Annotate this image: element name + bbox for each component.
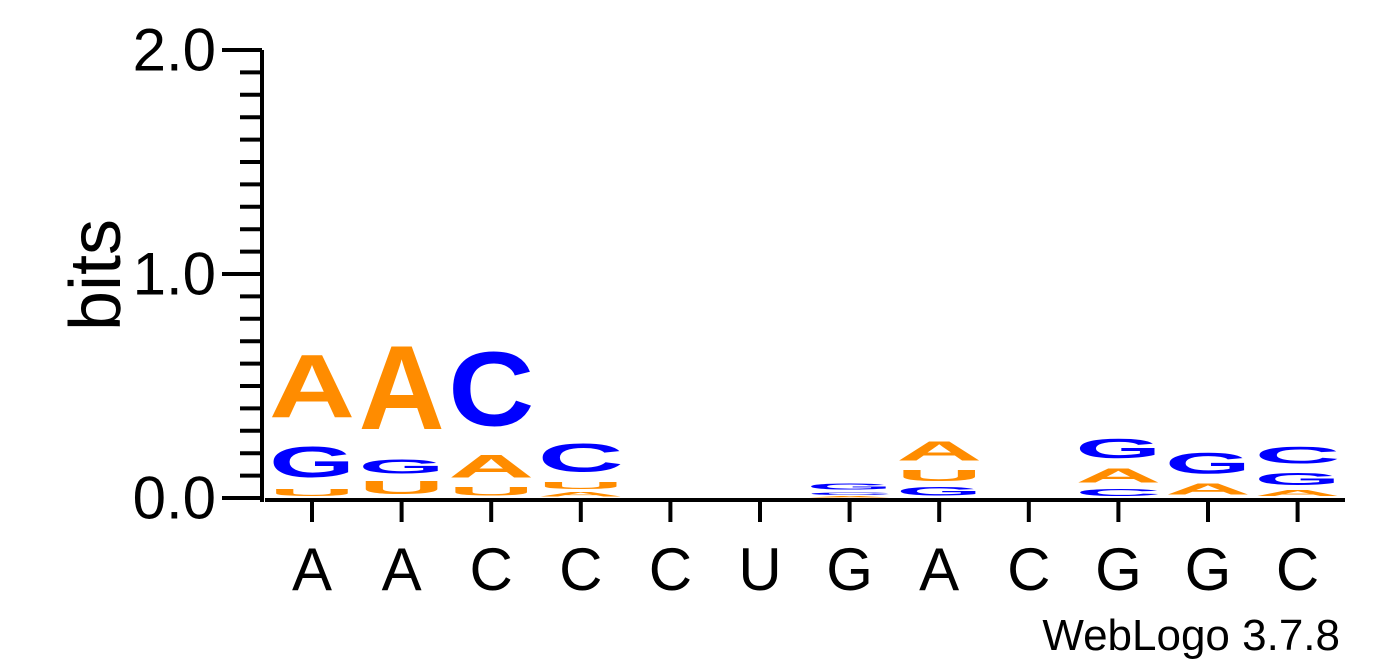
y-tick-label: 0.0 <box>133 465 216 532</box>
logo-letter-g: G <box>1255 469 1341 489</box>
logo-letter-g: G <box>896 485 982 498</box>
logo-letter-a: A <box>359 322 445 456</box>
logo-letter-g: G <box>359 455 445 477</box>
x-tick-label: C <box>1007 536 1050 603</box>
logo-letter-a: A <box>269 337 355 438</box>
logo-letter-c: C <box>538 435 624 480</box>
x-tick-label: C <box>470 536 513 603</box>
x-tick-label: G <box>826 536 873 603</box>
logo-letter-g: G <box>1165 447 1251 480</box>
x-tick-label: A <box>919 536 959 603</box>
y-tick-label: 1.0 <box>133 241 216 308</box>
logo-letter-g: G <box>1075 433 1161 464</box>
logo-letter-a: A <box>1075 465 1161 487</box>
y-major-ticks: 0.0 1.0 2.0 <box>133 17 262 532</box>
logo-letter-c: C <box>448 329 534 447</box>
y-tick-label: 2.0 <box>133 17 216 84</box>
logo-letter-u: U <box>269 487 355 498</box>
logo-letter-u: U <box>448 484 534 497</box>
logo-letter-a: A <box>1255 489 1341 498</box>
x-tick-label: A <box>292 536 332 603</box>
logo-letter-u: U <box>359 478 445 498</box>
x-tick-marks <box>310 500 1300 522</box>
weblogo-credit: WebLogo 3.7.8 <box>1042 611 1340 660</box>
logo-letter-c: C <box>1075 487 1161 498</box>
x-tick-label: C <box>649 536 692 603</box>
logo-letter-a: A <box>807 496 893 498</box>
logo-letter-u: U <box>538 480 624 491</box>
logo-letter-a: A <box>896 436 982 467</box>
y-axis-label: bits <box>56 219 136 331</box>
x-tick-label: G <box>1095 536 1142 603</box>
logo-letter-g: G <box>269 437 355 486</box>
x-tick-label: A <box>382 536 422 603</box>
x-tick-label: C <box>1276 536 1319 603</box>
logo-letter-c: C <box>1255 442 1341 469</box>
logo-letter-u: U <box>896 467 982 485</box>
logo-letter-a: A <box>1165 480 1251 498</box>
logo-letter-a: A <box>448 449 534 485</box>
x-tick-label: C <box>559 536 602 603</box>
logo-letter-g: G <box>807 482 893 491</box>
x-tick-label: G <box>1185 536 1232 603</box>
x-tick-label: U <box>738 536 781 603</box>
logo-letter-c: C <box>807 491 893 495</box>
logo-letter-a: A <box>538 491 624 498</box>
